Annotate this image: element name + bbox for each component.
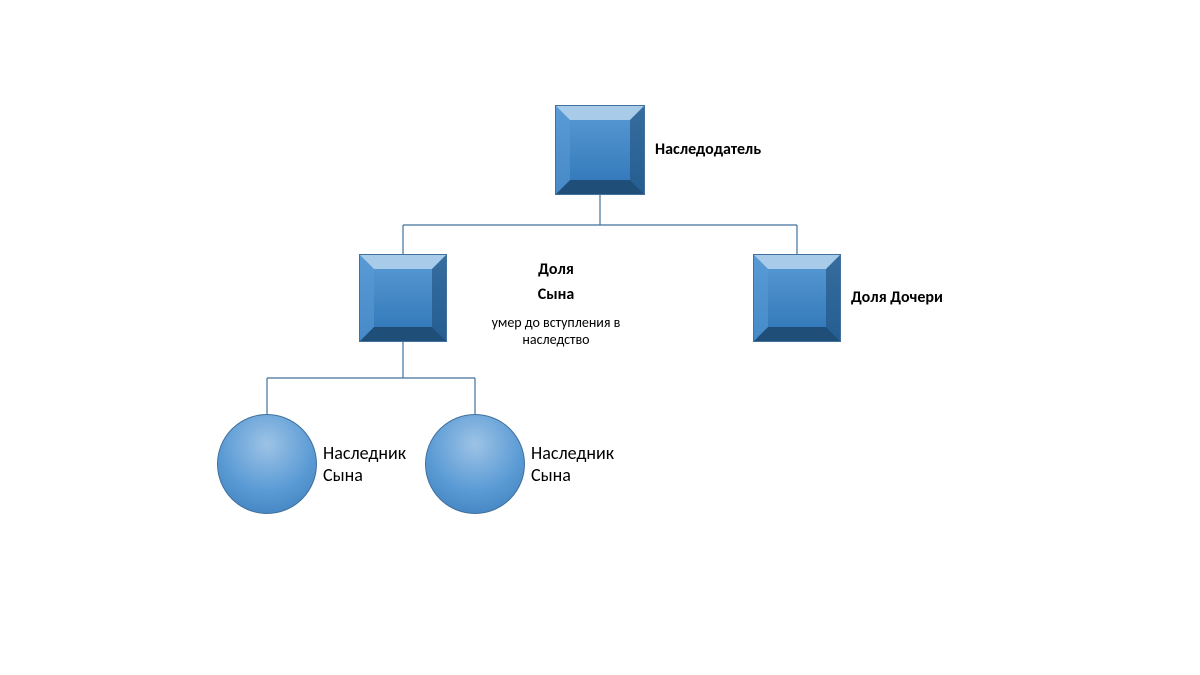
node-daughter-share xyxy=(753,254,841,342)
circle-icon xyxy=(425,414,525,514)
label-son-share: Доля Сына умер до вступления в наследств… xyxy=(461,260,651,348)
label-daughter-share: Доля Дочери xyxy=(851,288,943,307)
label-heir1-line2: Сына xyxy=(323,464,406,486)
node-heir-2 xyxy=(425,414,525,514)
node-testator xyxy=(555,105,645,195)
bevel-square-icon xyxy=(359,254,447,342)
node-son-share xyxy=(359,254,447,342)
label-testator: Наследодатель xyxy=(655,140,761,159)
label-son-line1: Доля xyxy=(538,260,574,279)
label-heir2-line2: Сына xyxy=(531,464,614,486)
label-son-line2: Сына xyxy=(538,285,574,304)
label-heir1-line1: Наследник xyxy=(323,442,406,464)
circle-icon xyxy=(217,414,317,514)
label-heir2-line1: Наследник xyxy=(531,442,614,464)
label-heir-2: Наследник Сына xyxy=(531,442,614,486)
bevel-square-icon xyxy=(555,105,645,195)
diagram-canvas: Наследодатель Доля Сына умер до вступлен… xyxy=(0,0,1200,675)
node-heir-1 xyxy=(217,414,317,514)
label-son-sub: умер до вступления в наследство xyxy=(461,314,651,348)
label-heir-1: Наследник Сына xyxy=(323,442,406,486)
bevel-square-icon xyxy=(753,254,841,342)
